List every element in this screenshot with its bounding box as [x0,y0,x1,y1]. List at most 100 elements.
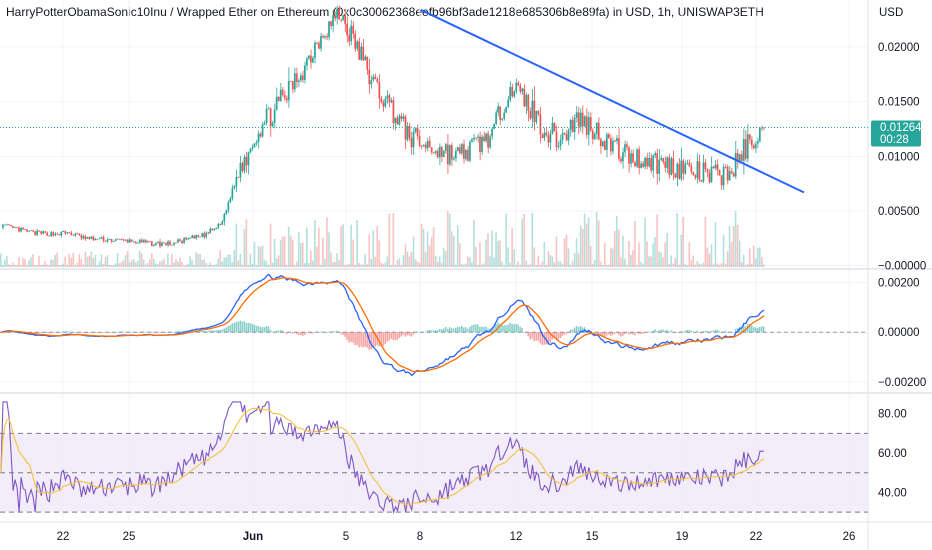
macd-histogram-bar [366,332,368,348]
volume-bar [738,240,741,267]
time-axis[interactable]: 22 25 Jun 5 8 12 15 19 22 26 [57,531,856,543]
candle-body [597,122,600,140]
candle-body [66,232,69,234]
volume-bar [392,213,395,267]
volume-bar [587,217,590,267]
macd-histogram-bar [688,329,691,333]
macd-histogram-bar [575,325,578,333]
macd-histogram-bar [165,332,167,333]
candle-body [267,108,270,110]
trend-line [420,8,805,194]
candle-body [177,239,179,243]
volume-bar [612,248,614,267]
volume-bar [140,253,143,267]
volume-bar [549,254,552,267]
price-pane[interactable] [0,5,868,267]
macd-histogram-bar [42,332,44,333]
candle-body [374,76,377,80]
macd-histogram-bar [52,332,54,333]
macd-pane[interactable] [0,273,868,377]
candle-body [237,176,240,178]
macd-histogram-bar [517,324,519,333]
macd-histogram-bar [579,325,582,333]
macd-histogram-bar [444,326,447,333]
candle-body [616,138,618,142]
volume-bar [432,227,435,267]
macd-histogram-bar [378,332,380,347]
volume-bar [553,262,556,267]
macd-histogram-bar [599,332,602,336]
volume-bar [756,247,759,267]
volume-bar [762,264,765,267]
candle-body [312,57,314,63]
price-axis[interactable]: USD 0.02000 0.01500 0.01000 0.00500 −0.00000… [878,7,926,499]
macd-histogram-bar [561,332,564,337]
volume-bar [279,240,282,267]
candle-body [461,144,463,154]
candle-body [259,133,262,137]
candle-body [261,124,264,137]
volume-bar [605,264,608,267]
rsi-pane[interactable] [0,401,868,515]
macd-histogram-bar [161,332,163,333]
macd-histogram-bar [86,332,89,333]
candle-body [624,144,626,153]
macd-histogram-bar [565,332,568,335]
candle-body [559,139,562,147]
candle-body [189,237,191,239]
candle-body [185,237,187,240]
volume-bar [456,225,459,267]
macd-histogram-bar [728,331,731,333]
volume-bar [106,255,109,267]
candle-body [428,141,431,148]
macd-histogram-bar [742,324,745,333]
candle-body [565,134,568,141]
volume-bar [658,251,660,267]
candle-body [746,134,749,159]
candle-body [628,147,630,164]
volume-bar [529,264,532,267]
candle-body [70,232,73,235]
macd-histogram-bar [287,332,290,333]
macd-histogram-bar [605,332,608,336]
volume-bar [515,264,517,267]
volume-bar [64,256,67,267]
macd-histogram-bar [630,332,632,334]
volume-bar [410,251,413,267]
macd-histogram-bar [636,332,638,334]
volume-bar [362,264,364,267]
candle-body [26,229,28,232]
candle-body [167,241,169,246]
candle-body [440,146,443,157]
volume-bar [303,262,306,267]
volume-bar [483,263,485,267]
candle-body [595,122,598,134]
macd-histogram-bar [406,332,409,336]
macd-histogram-bar [96,332,99,333]
candle-body [171,244,173,246]
macd-histogram-bar [159,332,161,333]
macd-histogram-bar [62,331,64,333]
volume-bar [88,255,91,267]
volume-bar [291,239,294,267]
volume-bar [56,252,58,267]
volume-bar [513,249,515,267]
candle-body [148,241,151,243]
candle-body [465,149,467,159]
candle-body [547,135,550,143]
macd-histogram-bar [273,331,276,333]
macd-histogram-bar [122,331,125,333]
candle-body [686,162,689,164]
volume-bar [219,250,222,267]
macd-histogram-bar [163,332,165,333]
macd-histogram-bar [668,331,670,333]
volume-bar [183,264,185,267]
candle-body [632,153,634,163]
candle-body [306,58,308,66]
macd-histogram-bar [440,329,443,333]
candle-body [370,80,373,85]
volume-bar [338,260,340,267]
macd-histogram-bar [134,332,137,333]
volume-bar [257,245,260,267]
